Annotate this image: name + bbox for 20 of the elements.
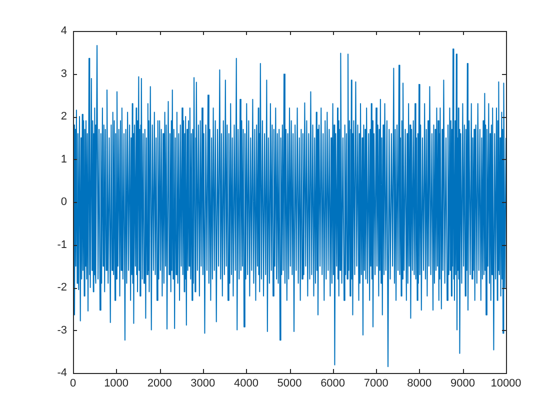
y-tick-label: 4 <box>60 25 67 38</box>
y-tick-label: -1 <box>57 238 67 251</box>
y-tick-label: -4 <box>57 367 67 380</box>
y-tick-label: -2 <box>57 282 67 294</box>
y-tick-label: 3 <box>60 68 67 80</box>
x-tick-label: 2000 <box>147 378 172 390</box>
y-tick-label: 1 <box>60 153 67 166</box>
x-tick-label: 9000 <box>450 378 475 390</box>
x-tick-label: 7000 <box>364 378 388 390</box>
y-tick-label: 2 <box>60 110 67 123</box>
x-tick-label: 0 <box>70 378 76 390</box>
x-tick-label: 3000 <box>190 378 216 390</box>
y-tick-label: 0 <box>60 196 67 208</box>
x-tick-label: 4000 <box>234 378 258 390</box>
x-tick-label: 8000 <box>407 378 432 390</box>
x-tick-label: 6000 <box>320 378 346 390</box>
x-tick-label: 1000 <box>104 378 129 390</box>
x-tick-label: 10000 <box>490 378 522 390</box>
x-tick-label: 5000 <box>277 378 302 390</box>
y-tick-label: -3 <box>57 324 67 336</box>
